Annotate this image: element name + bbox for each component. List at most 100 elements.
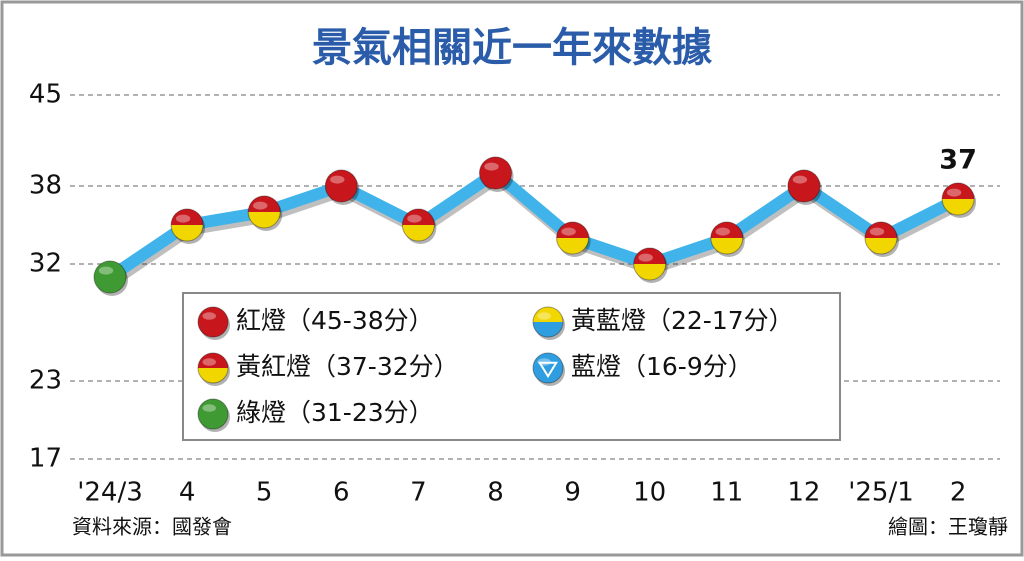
marker <box>247 195 283 231</box>
marker-shine <box>202 404 216 412</box>
marker <box>197 398 230 432</box>
legend-label: 綠燈（31-23分） <box>236 398 434 427</box>
y-tick-label: 32 <box>29 249 62 279</box>
marker-top <box>198 307 228 322</box>
y-tick-label: 45 <box>29 80 62 110</box>
x-tick-label: 6 <box>333 478 350 508</box>
marker-top <box>556 222 589 238</box>
legend-box <box>182 292 841 441</box>
marker-rim <box>787 169 821 203</box>
marker-bottom <box>248 212 281 228</box>
marker-rim <box>170 208 204 242</box>
marker <box>532 306 565 340</box>
legend: 紅燈（45-38分） 黃紅燈（37-32分） 綠燈（31-23分） 黃藍燈（22-17… <box>197 306 794 432</box>
marker-rim <box>401 208 435 242</box>
x-tick-label: 4 <box>179 478 196 508</box>
legend-label: 黃藍燈（22-17分） <box>571 306 794 335</box>
marker <box>556 221 591 257</box>
marker-top <box>710 222 743 238</box>
marker-bottom <box>171 225 204 241</box>
marker-top <box>198 399 228 414</box>
x-tick-label: '25/1 <box>848 478 914 508</box>
marker-shine <box>407 214 422 223</box>
marker-top <box>787 170 820 186</box>
marker-top <box>865 222 897 238</box>
marker-bottom <box>710 238 743 254</box>
marker-rim <box>941 182 975 216</box>
marker-rim <box>324 169 358 203</box>
marker-rim <box>710 221 744 255</box>
marker-shine <box>253 201 268 210</box>
marker-shine <box>175 214 191 223</box>
marker-bottom <box>865 238 897 254</box>
marker-rim <box>556 221 590 255</box>
marker-shine <box>561 227 576 236</box>
marker <box>197 352 230 386</box>
marker <box>93 260 128 296</box>
marker-rim <box>532 306 564 338</box>
x-tick-label: 11 <box>710 478 743 508</box>
marker-bottom <box>198 322 228 337</box>
marker-bottom <box>325 186 358 202</box>
marker <box>401 208 437 244</box>
marker <box>479 156 514 192</box>
x-tick-label: 12 <box>787 478 820 508</box>
y-tick-label: 38 <box>29 171 62 201</box>
x-tick-label: '24/3 <box>77 478 143 508</box>
marker-bottom <box>198 368 228 383</box>
marker-top <box>325 170 358 186</box>
marker-shine <box>792 175 808 184</box>
marker-top <box>533 307 563 322</box>
marker-shine <box>638 253 653 262</box>
marker-shine <box>98 266 114 275</box>
marker <box>941 182 977 218</box>
marker-rim <box>197 398 229 430</box>
marker-top <box>633 248 666 264</box>
x-tick-label: 10 <box>633 478 666 508</box>
marker-shine <box>715 227 730 236</box>
legend-label: 藍燈（16-9分） <box>571 352 753 381</box>
legend-label: 紅燈（45-38分） <box>236 306 434 335</box>
marker-rim <box>197 306 229 338</box>
x-tick-label: 9 <box>564 478 581 508</box>
marker-bottom <box>479 173 512 189</box>
marker <box>532 352 565 386</box>
marker-top <box>248 195 281 212</box>
x-tick-label: 5 <box>256 478 273 508</box>
marker <box>324 169 360 205</box>
marker <box>170 208 206 244</box>
marker-bottom <box>787 186 820 202</box>
marker-shine <box>946 188 962 197</box>
marker-rim <box>479 156 512 190</box>
marker-bottom <box>94 277 126 293</box>
legend-label: 黃紅燈（37-32分） <box>236 352 459 381</box>
marker-shine <box>202 312 216 320</box>
x-tick-label: 7 <box>410 478 427 508</box>
marker-rim <box>633 247 667 281</box>
marker-bottom <box>533 322 563 337</box>
marker <box>197 306 230 340</box>
marker-bottom <box>198 414 228 429</box>
marker-top <box>479 157 512 173</box>
marker-rim <box>864 221 898 255</box>
source-note: 資料來源：國發會 <box>72 515 232 539</box>
plot: 37 <box>93 145 977 296</box>
marker-bottom <box>633 264 666 280</box>
x-tick-label: 8 <box>487 478 504 508</box>
marker-bottom <box>556 238 589 254</box>
marker-top <box>94 261 126 277</box>
y-tick-label: 23 <box>29 366 62 396</box>
marker-shine <box>202 358 216 366</box>
marker-icon <box>537 361 559 379</box>
y-tick-label: 17 <box>29 444 62 474</box>
marker-shine <box>869 227 885 236</box>
marker-top <box>198 353 228 368</box>
marker-shine <box>537 312 551 320</box>
marker <box>864 221 899 257</box>
credit-note: 繪圖：王瓊靜 <box>888 515 1008 539</box>
marker-top <box>402 209 435 225</box>
marker-rim <box>197 352 229 384</box>
